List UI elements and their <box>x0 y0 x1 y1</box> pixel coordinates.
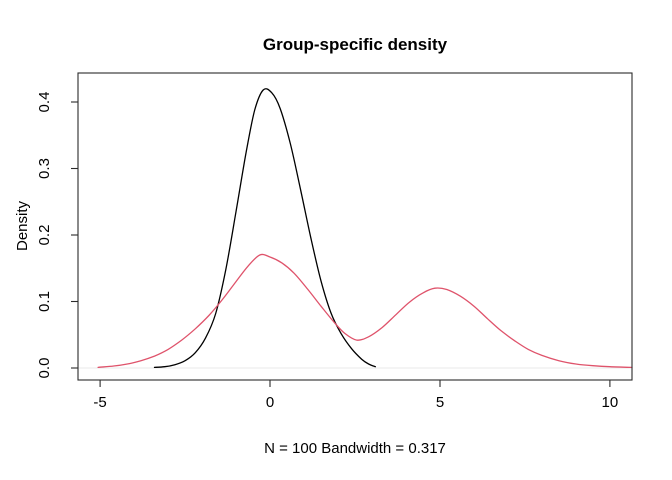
density-curve-group-1-density <box>153 88 377 369</box>
density-curves <box>97 88 633 369</box>
y-tick-label: 0.2 <box>36 225 53 246</box>
density-curve-group-2-density <box>97 253 633 369</box>
plot-frame <box>77 72 633 381</box>
x-axis-label: N = 100 Bandwidth = 0.317 <box>264 440 446 457</box>
y-tick-label: 0.4 <box>36 92 53 113</box>
y-tick-label: 0.3 <box>36 158 53 179</box>
x-tick-label: 10 <box>602 394 619 411</box>
y-axis-label: Density <box>14 200 31 251</box>
y-tick-label: 0.1 <box>36 291 53 312</box>
x-axis-ticks: -5 0 5 10 <box>93 380 618 411</box>
y-axis-ticks: 0.0 0.1 0.2 0.3 0.4 <box>36 92 78 379</box>
y-tick-label: 0.0 <box>36 358 53 379</box>
x-tick-label: 0 <box>266 394 274 411</box>
chart-title: Group-specific density <box>263 35 448 54</box>
x-tick-label: -5 <box>93 394 106 411</box>
x-tick-label: 5 <box>436 394 444 411</box>
